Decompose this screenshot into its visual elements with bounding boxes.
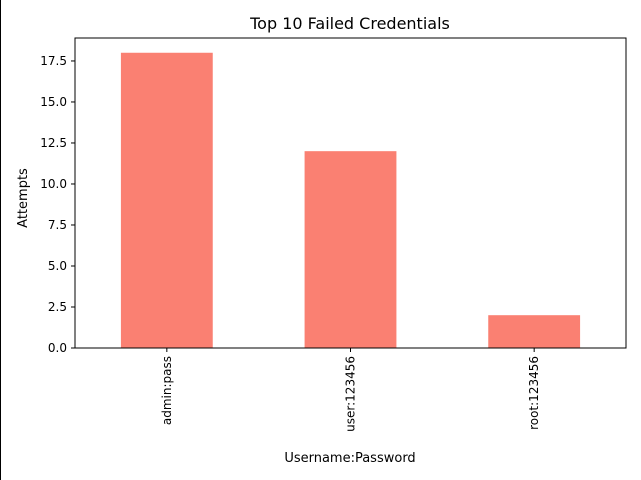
- plot-area-frame: [74, 37, 627, 349]
- left-border-line: [0, 0, 1, 480]
- y-tick-label: 15.0: [40, 95, 67, 109]
- y-ticks-group: 0.0 2.5 5.0 7.5 10.0 12.5 15.0 17.5: [40, 54, 75, 355]
- y-tick-label: 7.5: [48, 218, 67, 232]
- bars-group: [120, 52, 581, 349]
- x-axis-label: Username:Password: [284, 451, 415, 466]
- y-tick-label: 5.0: [48, 259, 67, 273]
- bar-user-123456: [304, 151, 397, 348]
- y-tick-label: 0.0: [48, 341, 67, 355]
- x-tick-label: admin:pass: [160, 356, 174, 425]
- y-tick-label: 12.5: [40, 136, 67, 150]
- bar-root-123456: [488, 315, 581, 348]
- y-tick-label: 10.0: [40, 177, 67, 191]
- chart-title: Top 10 Failed Credentials: [249, 14, 450, 33]
- x-tick-label: user:123456: [344, 356, 358, 432]
- x-tick-label: root:123456: [527, 356, 541, 430]
- y-axis-label: Attempts: [16, 168, 31, 228]
- bar-admin-pass: [120, 52, 213, 349]
- x-ticks-group: admin:pass user:123456 root:123456: [160, 348, 541, 432]
- y-tick-label: 17.5: [40, 54, 67, 68]
- y-tick-label: 2.5: [48, 300, 67, 314]
